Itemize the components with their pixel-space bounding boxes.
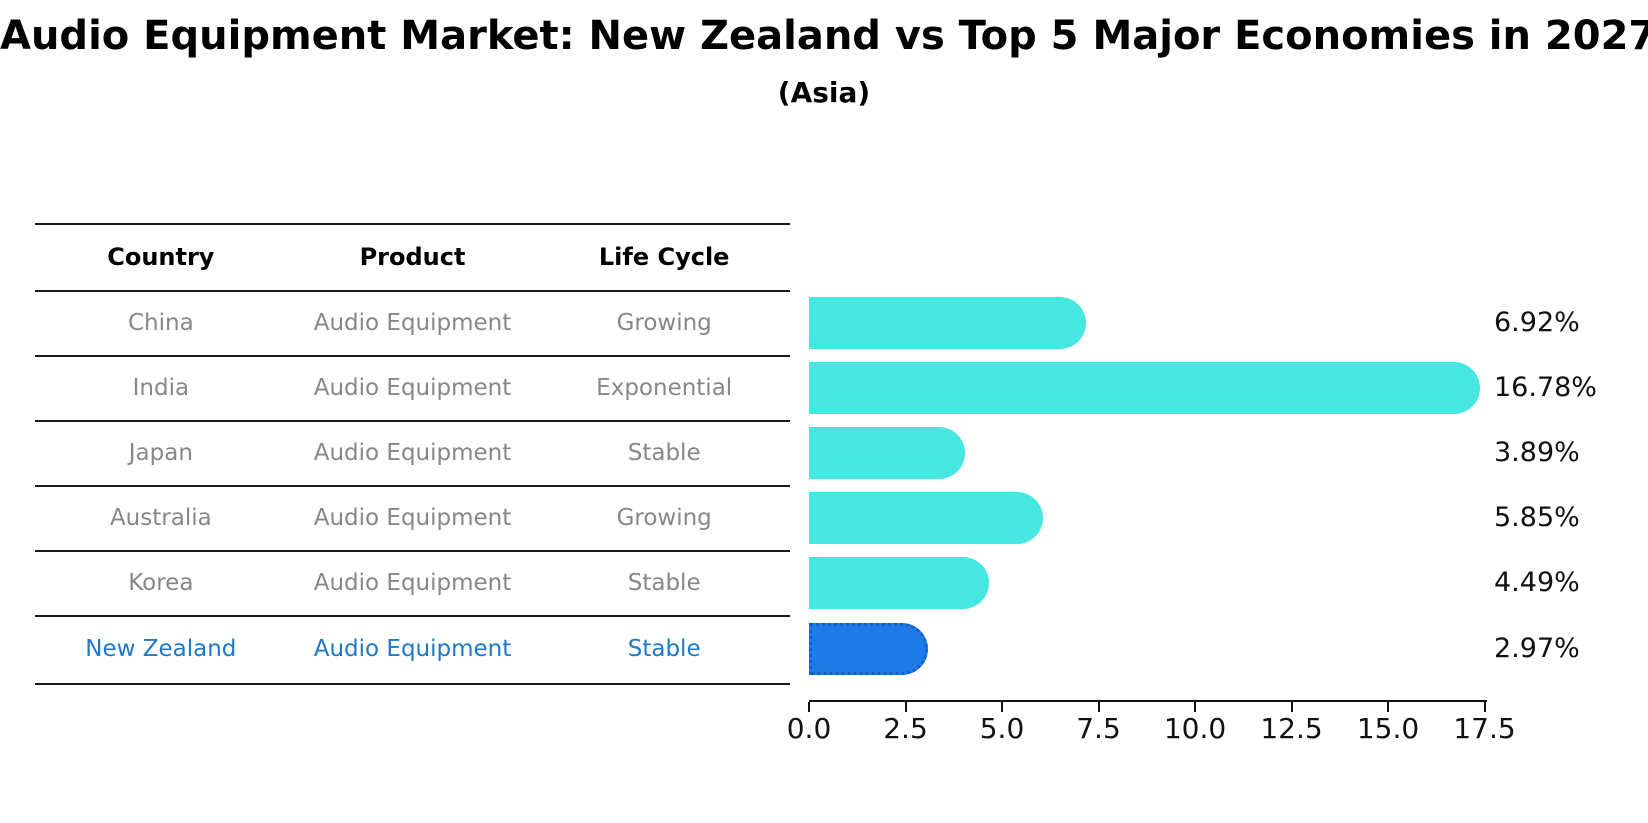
bar-new-zealand bbox=[809, 623, 928, 675]
value-label: 3.89% bbox=[1494, 436, 1580, 468]
x-axis-tick bbox=[1387, 702, 1389, 712]
table-cell-life-cycle: Stable bbox=[627, 439, 701, 466]
value-label: 4.49% bbox=[1494, 566, 1580, 598]
table-rule bbox=[35, 420, 790, 422]
x-axis-tick-label: 10.0 bbox=[1163, 712, 1227, 745]
x-axis-tick bbox=[1483, 702, 1486, 712]
table-cell-product: Audio Equipment bbox=[313, 374, 512, 401]
table-rule bbox=[35, 485, 790, 487]
table-cell-country: India bbox=[132, 374, 190, 401]
x-axis-tick-label: 5.0 bbox=[979, 712, 1025, 745]
column-header: Product bbox=[359, 242, 466, 271]
table-cell-life-cycle: Stable bbox=[627, 569, 701, 596]
x-axis-tick bbox=[1001, 702, 1003, 712]
table-rule bbox=[35, 550, 790, 552]
x-axis-tick bbox=[1290, 702, 1293, 712]
table-rule bbox=[35, 683, 790, 685]
table-cell-life-cycle: Exponential bbox=[596, 374, 733, 401]
table-row: China Audio Equipment Growing bbox=[35, 290, 790, 355]
table-rule bbox=[35, 223, 790, 225]
chart-title: Audio Equipment Market: New Zealand vs T… bbox=[0, 13, 1648, 59]
table-cell-life-cycle: Growing bbox=[616, 504, 712, 531]
table-row: Japan Audio Equipment Stable bbox=[35, 420, 790, 485]
table-row: India Audio Equipment Exponential bbox=[35, 355, 790, 420]
table-cell-life-cycle: Growing bbox=[616, 309, 712, 336]
table-cell-product: Audio Equipment bbox=[313, 504, 512, 531]
table-cell-country: China bbox=[127, 309, 194, 336]
bar-korea bbox=[809, 556, 989, 609]
table-cell-country: Korea bbox=[128, 569, 194, 596]
column-header: Life Cycle bbox=[598, 242, 730, 271]
column-header: Country bbox=[107, 242, 215, 271]
table-cell-product: Audio Equipment bbox=[313, 439, 512, 466]
x-axis-tick bbox=[808, 702, 810, 712]
x-axis-tick bbox=[1097, 702, 1100, 712]
x-axis bbox=[809, 700, 1487, 702]
x-axis-tick-label: 17.5 bbox=[1453, 712, 1516, 745]
table-cell-country: New Zealand bbox=[85, 636, 237, 662]
table-rule bbox=[35, 290, 790, 292]
table-header-row: Country Product Life Cycle bbox=[35, 223, 790, 290]
chart-subtitle: (Asia) bbox=[777, 76, 871, 109]
table-cell-product: Audio Equipment bbox=[313, 569, 512, 596]
x-axis-tick-label: 12.5 bbox=[1260, 712, 1323, 745]
x-axis-tick-label: 0.0 bbox=[786, 712, 832, 745]
x-axis-tick-label: 7.5 bbox=[1076, 712, 1121, 745]
table-cell-country: Japan bbox=[128, 439, 193, 466]
table-row: New Zealand Audio Equipment Stable bbox=[35, 615, 790, 683]
bar-japan bbox=[809, 426, 965, 479]
x-axis-tick bbox=[1194, 702, 1196, 712]
table-row: Korea Audio Equipment Stable bbox=[35, 550, 790, 615]
table-cell-country: Australia bbox=[109, 504, 212, 531]
x-axis-tick-label: 2.5 bbox=[883, 712, 928, 745]
x-axis-tick-label: 15.0 bbox=[1356, 712, 1420, 745]
table-rule bbox=[35, 355, 790, 357]
table-cell-life-cycle: Stable bbox=[627, 636, 701, 662]
table-rule bbox=[35, 615, 790, 617]
table-row: Australia Audio Equipment Growing bbox=[35, 485, 790, 550]
value-label: 6.92% bbox=[1494, 306, 1580, 338]
bar-india bbox=[809, 361, 1480, 414]
value-label: 5.85% bbox=[1494, 501, 1580, 533]
table-cell-product: Audio Equipment bbox=[313, 636, 512, 662]
value-label: 2.97% bbox=[1494, 633, 1580, 664]
value-label: 16.78% bbox=[1494, 371, 1597, 403]
bar-australia bbox=[809, 491, 1043, 544]
x-axis-tick bbox=[904, 702, 907, 712]
table-cell-product: Audio Equipment bbox=[313, 309, 512, 336]
bar-china bbox=[809, 296, 1086, 349]
